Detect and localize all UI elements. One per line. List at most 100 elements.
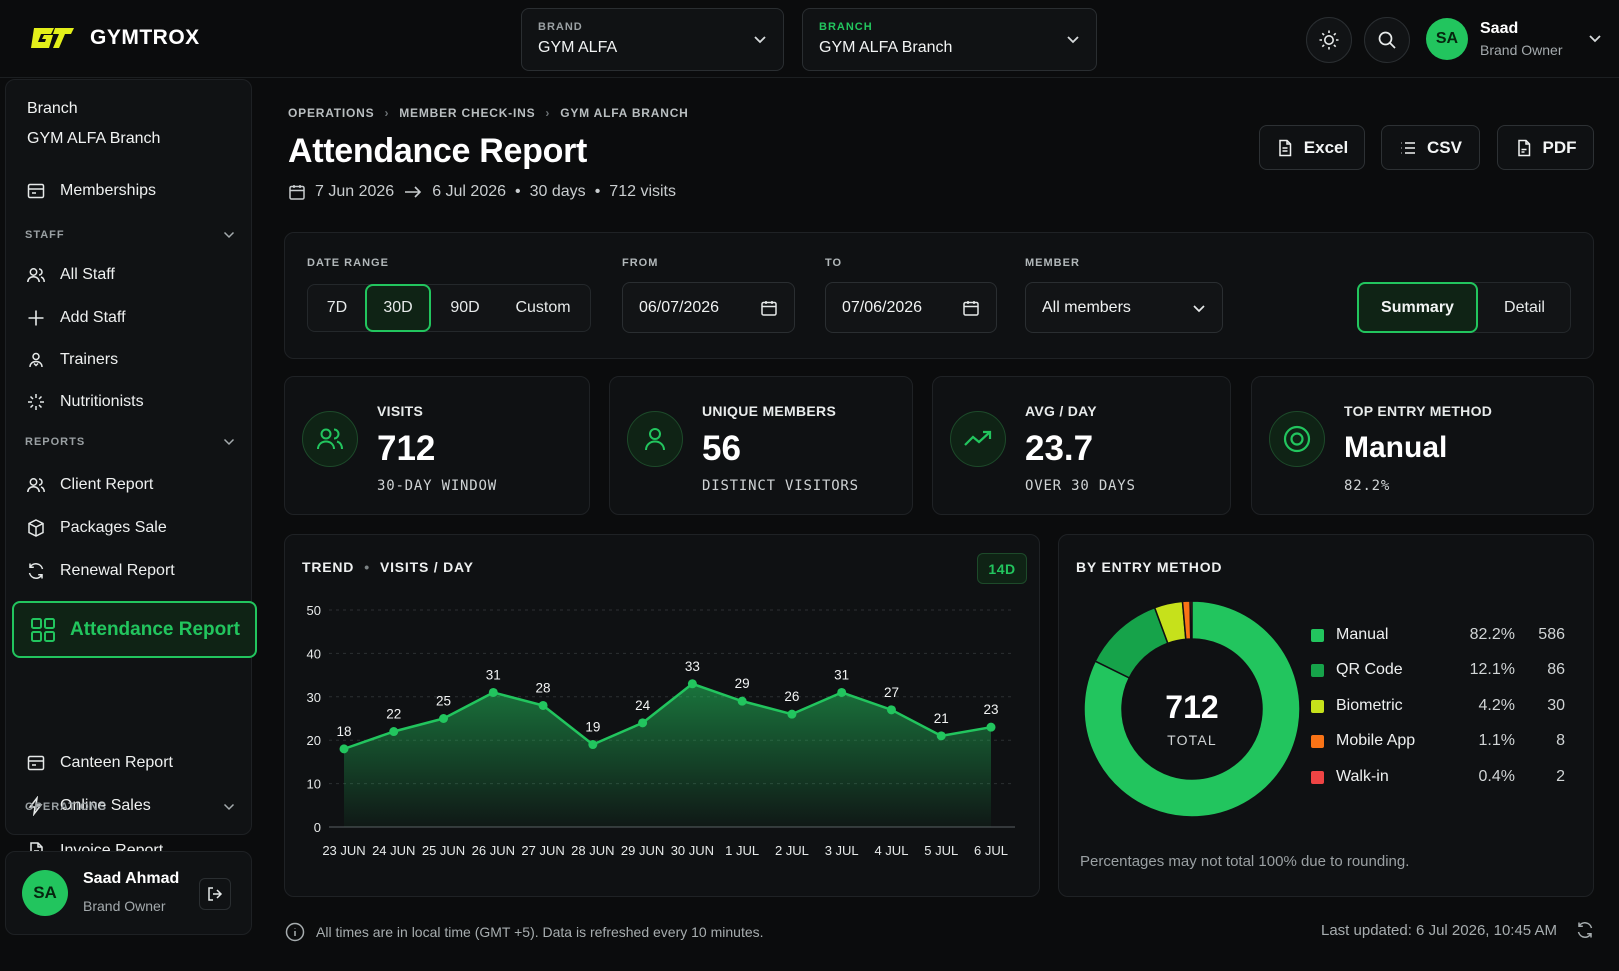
legend-label: Biometric (1336, 697, 1403, 714)
view-summary[interactable]: Summary (1357, 282, 1478, 333)
avatar: SA (22, 870, 68, 916)
package-icon (28, 519, 44, 537)
export-pdf-button[interactable]: PDF (1497, 125, 1594, 170)
kpi-label: VISITS (377, 403, 424, 419)
breadcrumb-item[interactable]: OPERATIONS (288, 106, 375, 120)
x-tick-label: 3 JUL (825, 843, 859, 858)
range-custom[interactable]: Custom (515, 299, 571, 316)
trend-subtitle: VISITS / DAY (379, 559, 474, 575)
brand-select-label: BRAND (538, 21, 583, 33)
dot-separator: • (594, 183, 601, 200)
sidebar-item-memberships[interactable]: Memberships (26, 181, 156, 201)
sidebar-user-name: Saad Ahmad (83, 870, 180, 887)
entry-method-donut (1083, 600, 1301, 818)
file-pdf-icon (1517, 139, 1530, 156)
x-tick-label: 28 JUN (571, 843, 614, 858)
chevron-down-icon (223, 438, 235, 446)
member-label: MEMBER (1025, 257, 1080, 269)
kpi-value: 23.7 (1025, 429, 1094, 468)
sidebar-item-canteen-report[interactable]: Canteen Report (26, 753, 173, 773)
sidebar-branch-label: Branch (27, 100, 78, 117)
last-updated-text: Last updated: 6 Jul 2026, 10:45 AM (1320, 921, 1557, 939)
calendar-icon (761, 301, 777, 316)
branch-select-value: GYM ALFA Branch (819, 39, 953, 56)
trend-up-icon (964, 430, 992, 446)
data-label: 21 (934, 711, 949, 726)
sidebar-item-all-staff[interactable]: All Staff (26, 265, 115, 285)
dot-separator: • (515, 183, 521, 200)
legend-label: Walk-in (1336, 768, 1389, 785)
sidebar-item-attendance-report[interactable]: Attendance Report (12, 601, 257, 658)
data-label: 23 (983, 702, 998, 717)
sidebar-item-renewal-report[interactable]: Renewal Report (26, 561, 175, 581)
data-label: 31 (834, 667, 849, 682)
avatar: SA (1426, 18, 1468, 60)
from-date-field[interactable]: 06/07/2026 (622, 282, 795, 333)
sidebar-section-operations[interactable]: OPERATIONS (25, 801, 235, 813)
to-date-field[interactable]: 07/06/2026 (825, 282, 997, 333)
from-label: FROM (622, 257, 659, 269)
kpi-icon-wrap (302, 411, 358, 467)
data-label: 19 (585, 720, 600, 735)
x-tick-label: 24 JUN (372, 843, 415, 858)
trend-range-badge[interactable]: 14D (977, 553, 1027, 584)
chevron-down-icon (1193, 305, 1205, 313)
sidebar-item-packages-sale[interactable]: Packages Sale (26, 518, 167, 538)
sidebar-item-add-staff[interactable]: Add Staff (26, 308, 126, 328)
member-select[interactable]: All members (1025, 282, 1223, 333)
data-label: 24 (635, 698, 651, 713)
refresh-icon[interactable] (1575, 920, 1595, 940)
search-icon (1378, 31, 1396, 49)
x-tick-label: 5 JUL (924, 843, 958, 858)
sidebar-section-reports[interactable]: REPORTS (25, 436, 235, 448)
app-logo[interactable]: GYMTROX (28, 24, 200, 52)
card-icon (27, 183, 45, 199)
date-from: 7 Jun 2026 (315, 183, 395, 200)
sidebar-item-online-sales[interactable]: Online Sales (26, 796, 151, 816)
trainer-icon (29, 352, 43, 368)
user-menu[interactable]: SA Saad Brand Owner (1426, 18, 1602, 60)
section-label: OPERATIONS (25, 801, 107, 813)
date-range-label: DATE RANGE (307, 257, 389, 269)
branch-select-label: BRANCH (819, 21, 873, 33)
export-csv-button[interactable]: CSV (1381, 125, 1480, 170)
bolt-icon (28, 796, 43, 816)
trend-title-text: TREND (302, 559, 355, 575)
button-label: PDF (1542, 137, 1577, 157)
breadcrumb-item[interactable]: MEMBER CHECK-INS (399, 106, 536, 120)
brand-select[interactable]: BRAND GYM ALFA (521, 8, 784, 71)
range-30d[interactable]: 30D (365, 284, 431, 332)
legend-label: Mobile App (1336, 732, 1416, 749)
data-label: 18 (336, 724, 351, 739)
search-button[interactable] (1364, 17, 1410, 63)
sidebar-item-label: Trainers (60, 351, 119, 368)
x-tick-label: 23 JUN (322, 843, 365, 858)
kpi-icon-wrap (627, 411, 683, 467)
sidebar-branch-value: GYM ALFA Branch (27, 130, 161, 147)
view-detail[interactable]: Detail (1504, 298, 1545, 316)
y-tick-label: 20 (307, 733, 321, 748)
data-point (638, 718, 648, 728)
chevron-down-icon (1067, 36, 1079, 44)
range-90d[interactable]: 90D (450, 299, 480, 316)
user-role: Brand Owner (1480, 42, 1563, 58)
export-excel-button[interactable]: Excel (1259, 125, 1365, 170)
theme-toggle-button[interactable] (1306, 17, 1352, 63)
data-label: 25 (436, 694, 451, 709)
sidebar-item-trainers[interactable]: Trainers (26, 350, 118, 370)
sidebar-section-staff[interactable]: STAFF (25, 229, 235, 241)
range-7d[interactable]: 7D (326, 299, 348, 316)
data-label: 33 (685, 659, 700, 674)
data-label: 31 (486, 667, 501, 682)
legend-percent: 12.1% (1469, 661, 1515, 678)
sidebar-user-card: SA Saad Ahmad Brand Owner (5, 851, 252, 935)
sidebar-item-nutritionists[interactable]: Nutritionists (26, 392, 144, 412)
view-toggle: Summary Detail (1357, 282, 1571, 333)
date-summary: 7 Jun 2026 6 Jul 2026 • 30 days • 712 vi… (288, 183, 676, 201)
sidebar-item-client-report[interactable]: Client Report (26, 475, 153, 495)
logout-button[interactable] (199, 878, 231, 910)
donut-total: 712 (1165, 689, 1219, 725)
branch-select[interactable]: BRANCH GYM ALFA Branch (802, 8, 1097, 71)
x-tick-label: 30 JUN (671, 843, 714, 858)
chevron-down-icon (223, 803, 235, 811)
